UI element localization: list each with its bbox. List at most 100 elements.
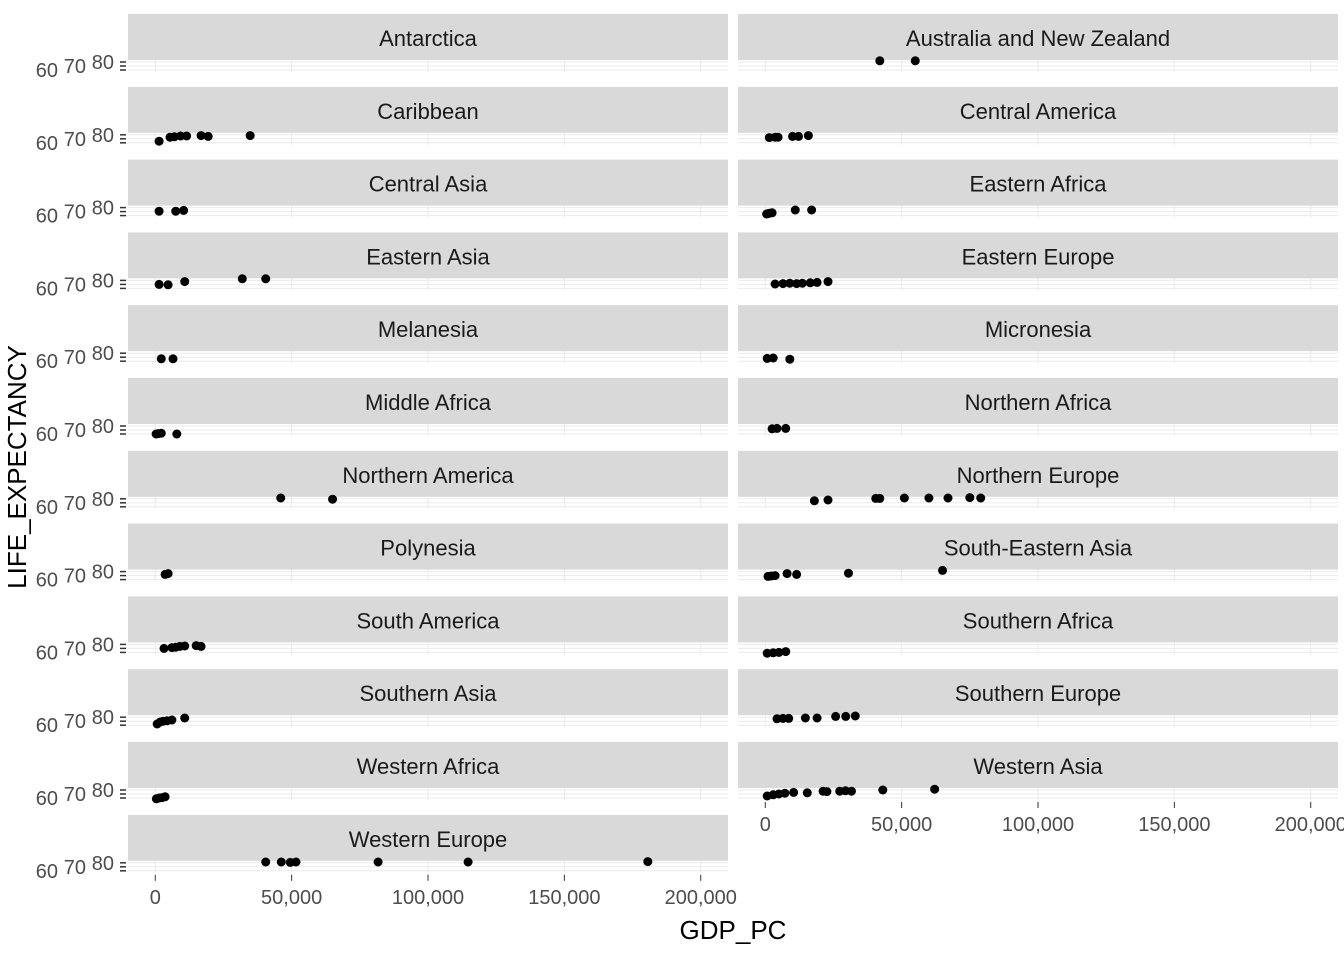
facet-strip-label: South America (356, 608, 500, 633)
facet-panel: Caribbean 60 70 80 (36, 86, 728, 155)
facet-strip (738, 232, 1338, 279)
facet-panel: Australia and New Zealand (738, 14, 1338, 72)
y-tick-label: 60 (36, 715, 58, 737)
data-point (156, 428, 166, 438)
data-point (180, 641, 190, 651)
x-axis-title: GDP_PC (680, 915, 787, 945)
facet-strip-label: South-Eastern Asia (944, 536, 1133, 561)
data-point (373, 857, 383, 867)
data-point (780, 788, 790, 798)
y-tick-label: 70 (64, 56, 86, 78)
facet-strip-label: Caribbean (377, 99, 479, 124)
data-point (899, 493, 909, 503)
data-point (171, 206, 181, 216)
y-tick-label: 80 (92, 634, 114, 656)
facet-strip (738, 305, 1338, 352)
y-tick-label: 80 (92, 343, 114, 365)
y-tick-label: 80 (92, 562, 114, 584)
facet-panel: Polynesia 60 70 80 (36, 523, 728, 592)
facet-panel: South America 60 70 80 (36, 596, 728, 664)
x-tick-label: 100,000 (392, 887, 464, 909)
facet-strip (738, 669, 1338, 716)
data-point (156, 354, 166, 364)
data-point (878, 785, 888, 795)
facet-strip (128, 669, 728, 716)
data-point (276, 857, 286, 867)
data-point (782, 569, 792, 579)
data-point (182, 131, 192, 141)
facet-strip-label: Western Europe (349, 827, 508, 852)
data-point (291, 857, 301, 867)
y-tick-label: 70 (64, 857, 86, 879)
y-tick-label: 70 (64, 566, 86, 588)
data-point (168, 354, 178, 364)
data-point (261, 857, 271, 867)
facet-panel: Northern Europe (738, 450, 1338, 509)
x-tick-label: 0 (760, 814, 771, 836)
facet-strip (738, 86, 1338, 133)
facet-strip (128, 596, 728, 643)
facet-strip (128, 378, 728, 424)
data-point (160, 792, 170, 802)
y-tick-label: 60 (36, 861, 58, 883)
data-point (154, 136, 164, 146)
y-tick-label: 60 (36, 424, 58, 446)
facet-panel: Northern Africa (738, 378, 1338, 436)
y-tick-label: 70 (64, 493, 86, 515)
data-point (803, 131, 813, 141)
data-point (802, 788, 812, 798)
data-point (785, 354, 795, 364)
y-tick-label: 70 (64, 638, 86, 660)
x-tick-label: 200,000 (1275, 814, 1344, 836)
facet-panel: Eastern Asia 60 70 80 (36, 232, 728, 300)
data-point (770, 279, 780, 289)
data-point (163, 280, 173, 290)
data-point (943, 493, 953, 503)
y-tick-label: 60 (36, 788, 58, 810)
facet-panel: Northern America 60 70 80 (36, 450, 728, 519)
data-point (812, 713, 822, 723)
facet-strip-label: Southern Asia (360, 681, 498, 706)
y-tick-label: 80 (92, 198, 114, 220)
data-point (237, 274, 247, 284)
facet-strip-label: Middle Africa (365, 390, 492, 415)
data-point (924, 493, 934, 503)
y-tick-label: 80 (92, 707, 114, 729)
data-point (930, 784, 940, 794)
y-tick-label: 80 (92, 52, 114, 74)
y-tick-label: 70 (64, 711, 86, 733)
facet-panel: Central America (738, 86, 1338, 145)
data-point (167, 715, 177, 725)
data-point (792, 569, 802, 579)
y-tick-label: 60 (36, 497, 58, 519)
y-tick-label: 70 (64, 347, 86, 369)
facet-strip (128, 814, 728, 861)
facet-strip (128, 523, 728, 570)
facet-strip (738, 523, 1338, 570)
facet-strip (128, 159, 728, 206)
facet-panel: Southern Asia 60 70 80 (36, 669, 728, 737)
data-point (180, 713, 190, 723)
x-tick-label: 100,000 (1002, 814, 1074, 836)
data-point (976, 493, 986, 503)
facet-panel: Antarctica 60 70 80 (36, 14, 728, 82)
data-point (774, 647, 784, 657)
data-point (850, 711, 860, 721)
y-tick-label: 80 (92, 489, 114, 511)
data-point (875, 56, 885, 66)
facet-strip-label: Eastern Africa (970, 172, 1108, 197)
facet-panel: Melanesia 60 70 80 (36, 305, 728, 373)
data-point (875, 493, 885, 503)
facet-strip (128, 742, 728, 788)
data-point (643, 857, 653, 867)
data-point (778, 279, 788, 289)
facet-strip-label: Western Asia (973, 754, 1103, 779)
facet-panel: Western Asia 0 50,000 100,000 150,000 200,000 (738, 742, 1344, 836)
data-point (805, 278, 815, 288)
facet-panel: Western Africa 60 70 80 (36, 742, 728, 810)
y-tick-label: 70 (64, 202, 86, 224)
data-point (772, 423, 782, 433)
y-axis-title: LIFE_EXPECTANCY (2, 345, 32, 589)
facet-strip (738, 159, 1338, 206)
facet-strip-label: Central Asia (369, 172, 488, 197)
